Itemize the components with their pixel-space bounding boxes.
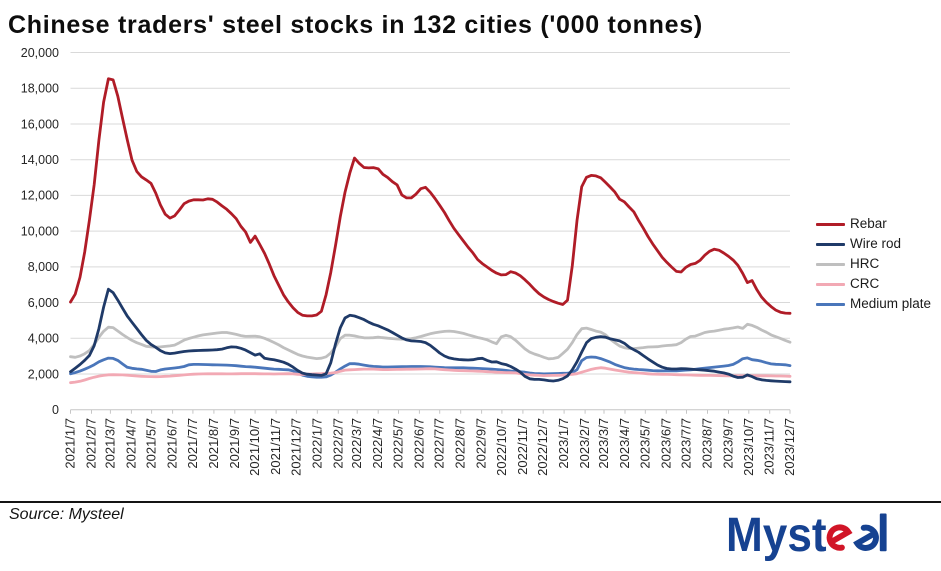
- svg-text:2022/7/7: 2022/7/7: [432, 418, 447, 469]
- svg-text:2023/3/7: 2023/3/7: [596, 418, 611, 469]
- svg-text:8,000: 8,000: [28, 260, 59, 274]
- svg-text:2023/1/7: 2023/1/7: [556, 418, 571, 469]
- svg-text:14,000: 14,000: [21, 153, 59, 167]
- svg-text:2022/10/7: 2022/10/7: [494, 418, 509, 476]
- svg-text:2,000: 2,000: [28, 367, 59, 381]
- svg-text:2023/4/7: 2023/4/7: [617, 418, 632, 469]
- svg-text:2021/6/7: 2021/6/7: [165, 418, 180, 469]
- svg-text:2021/10/7: 2021/10/7: [247, 418, 262, 476]
- svg-text:2023/8/7: 2023/8/7: [700, 418, 715, 469]
- svg-text:2022/8/7: 2022/8/7: [453, 418, 468, 469]
- svg-text:4,000: 4,000: [28, 332, 59, 346]
- svg-text:2021/1/7: 2021/1/7: [63, 418, 78, 469]
- svg-text:2023/11/7: 2023/11/7: [762, 418, 777, 475]
- svg-text:18,000: 18,000: [21, 82, 59, 96]
- svg-text:2022/1/7: 2022/1/7: [309, 418, 324, 469]
- svg-text:0: 0: [52, 403, 59, 417]
- svg-text:2023/10/7: 2023/10/7: [741, 418, 756, 476]
- svg-text:2023/7/7: 2023/7/7: [679, 418, 694, 469]
- svg-text:2021/3/7: 2021/3/7: [102, 418, 117, 469]
- svg-text:2022/12/7: 2022/12/7: [535, 418, 550, 476]
- svg-text:2021/4/7: 2021/4/7: [123, 418, 138, 469]
- svg-text:12,000: 12,000: [21, 189, 59, 203]
- svg-text:2023/5/7: 2023/5/7: [637, 418, 652, 469]
- svg-text:2022/9/7: 2022/9/7: [474, 418, 489, 469]
- svg-text:2021/12/7: 2021/12/7: [288, 418, 303, 476]
- svg-text:2021/11/7: 2021/11/7: [268, 418, 283, 475]
- svg-text:Myst: Myst: [726, 507, 827, 561]
- svg-text:2023/2/7: 2023/2/7: [577, 418, 592, 469]
- svg-text:2022/5/7: 2022/5/7: [391, 418, 406, 469]
- svg-text:2023/6/7: 2023/6/7: [658, 418, 673, 469]
- svg-text:2022/4/7: 2022/4/7: [370, 418, 385, 469]
- svg-text:20,000: 20,000: [21, 46, 59, 60]
- svg-text:2021/9/7: 2021/9/7: [227, 418, 242, 469]
- svg-text:16,000: 16,000: [21, 117, 59, 131]
- svg-text:2023/12/7: 2023/12/7: [782, 418, 797, 476]
- svg-text:10,000: 10,000: [21, 224, 59, 238]
- svg-text:2022/6/7: 2022/6/7: [411, 418, 426, 469]
- svg-text:2023/9/7: 2023/9/7: [721, 418, 736, 469]
- svg-text:2022/11/7: 2022/11/7: [515, 418, 530, 475]
- svg-text:2021/5/7: 2021/5/7: [144, 418, 159, 469]
- svg-text:2022/2/7: 2022/2/7: [330, 418, 345, 469]
- svg-text:6,000: 6,000: [28, 296, 59, 310]
- svg-text:2022/3/7: 2022/3/7: [349, 418, 364, 469]
- svg-text:2021/8/7: 2021/8/7: [206, 418, 221, 469]
- svg-text:2021/2/7: 2021/2/7: [84, 418, 99, 469]
- svg-text:2021/7/7: 2021/7/7: [185, 418, 200, 469]
